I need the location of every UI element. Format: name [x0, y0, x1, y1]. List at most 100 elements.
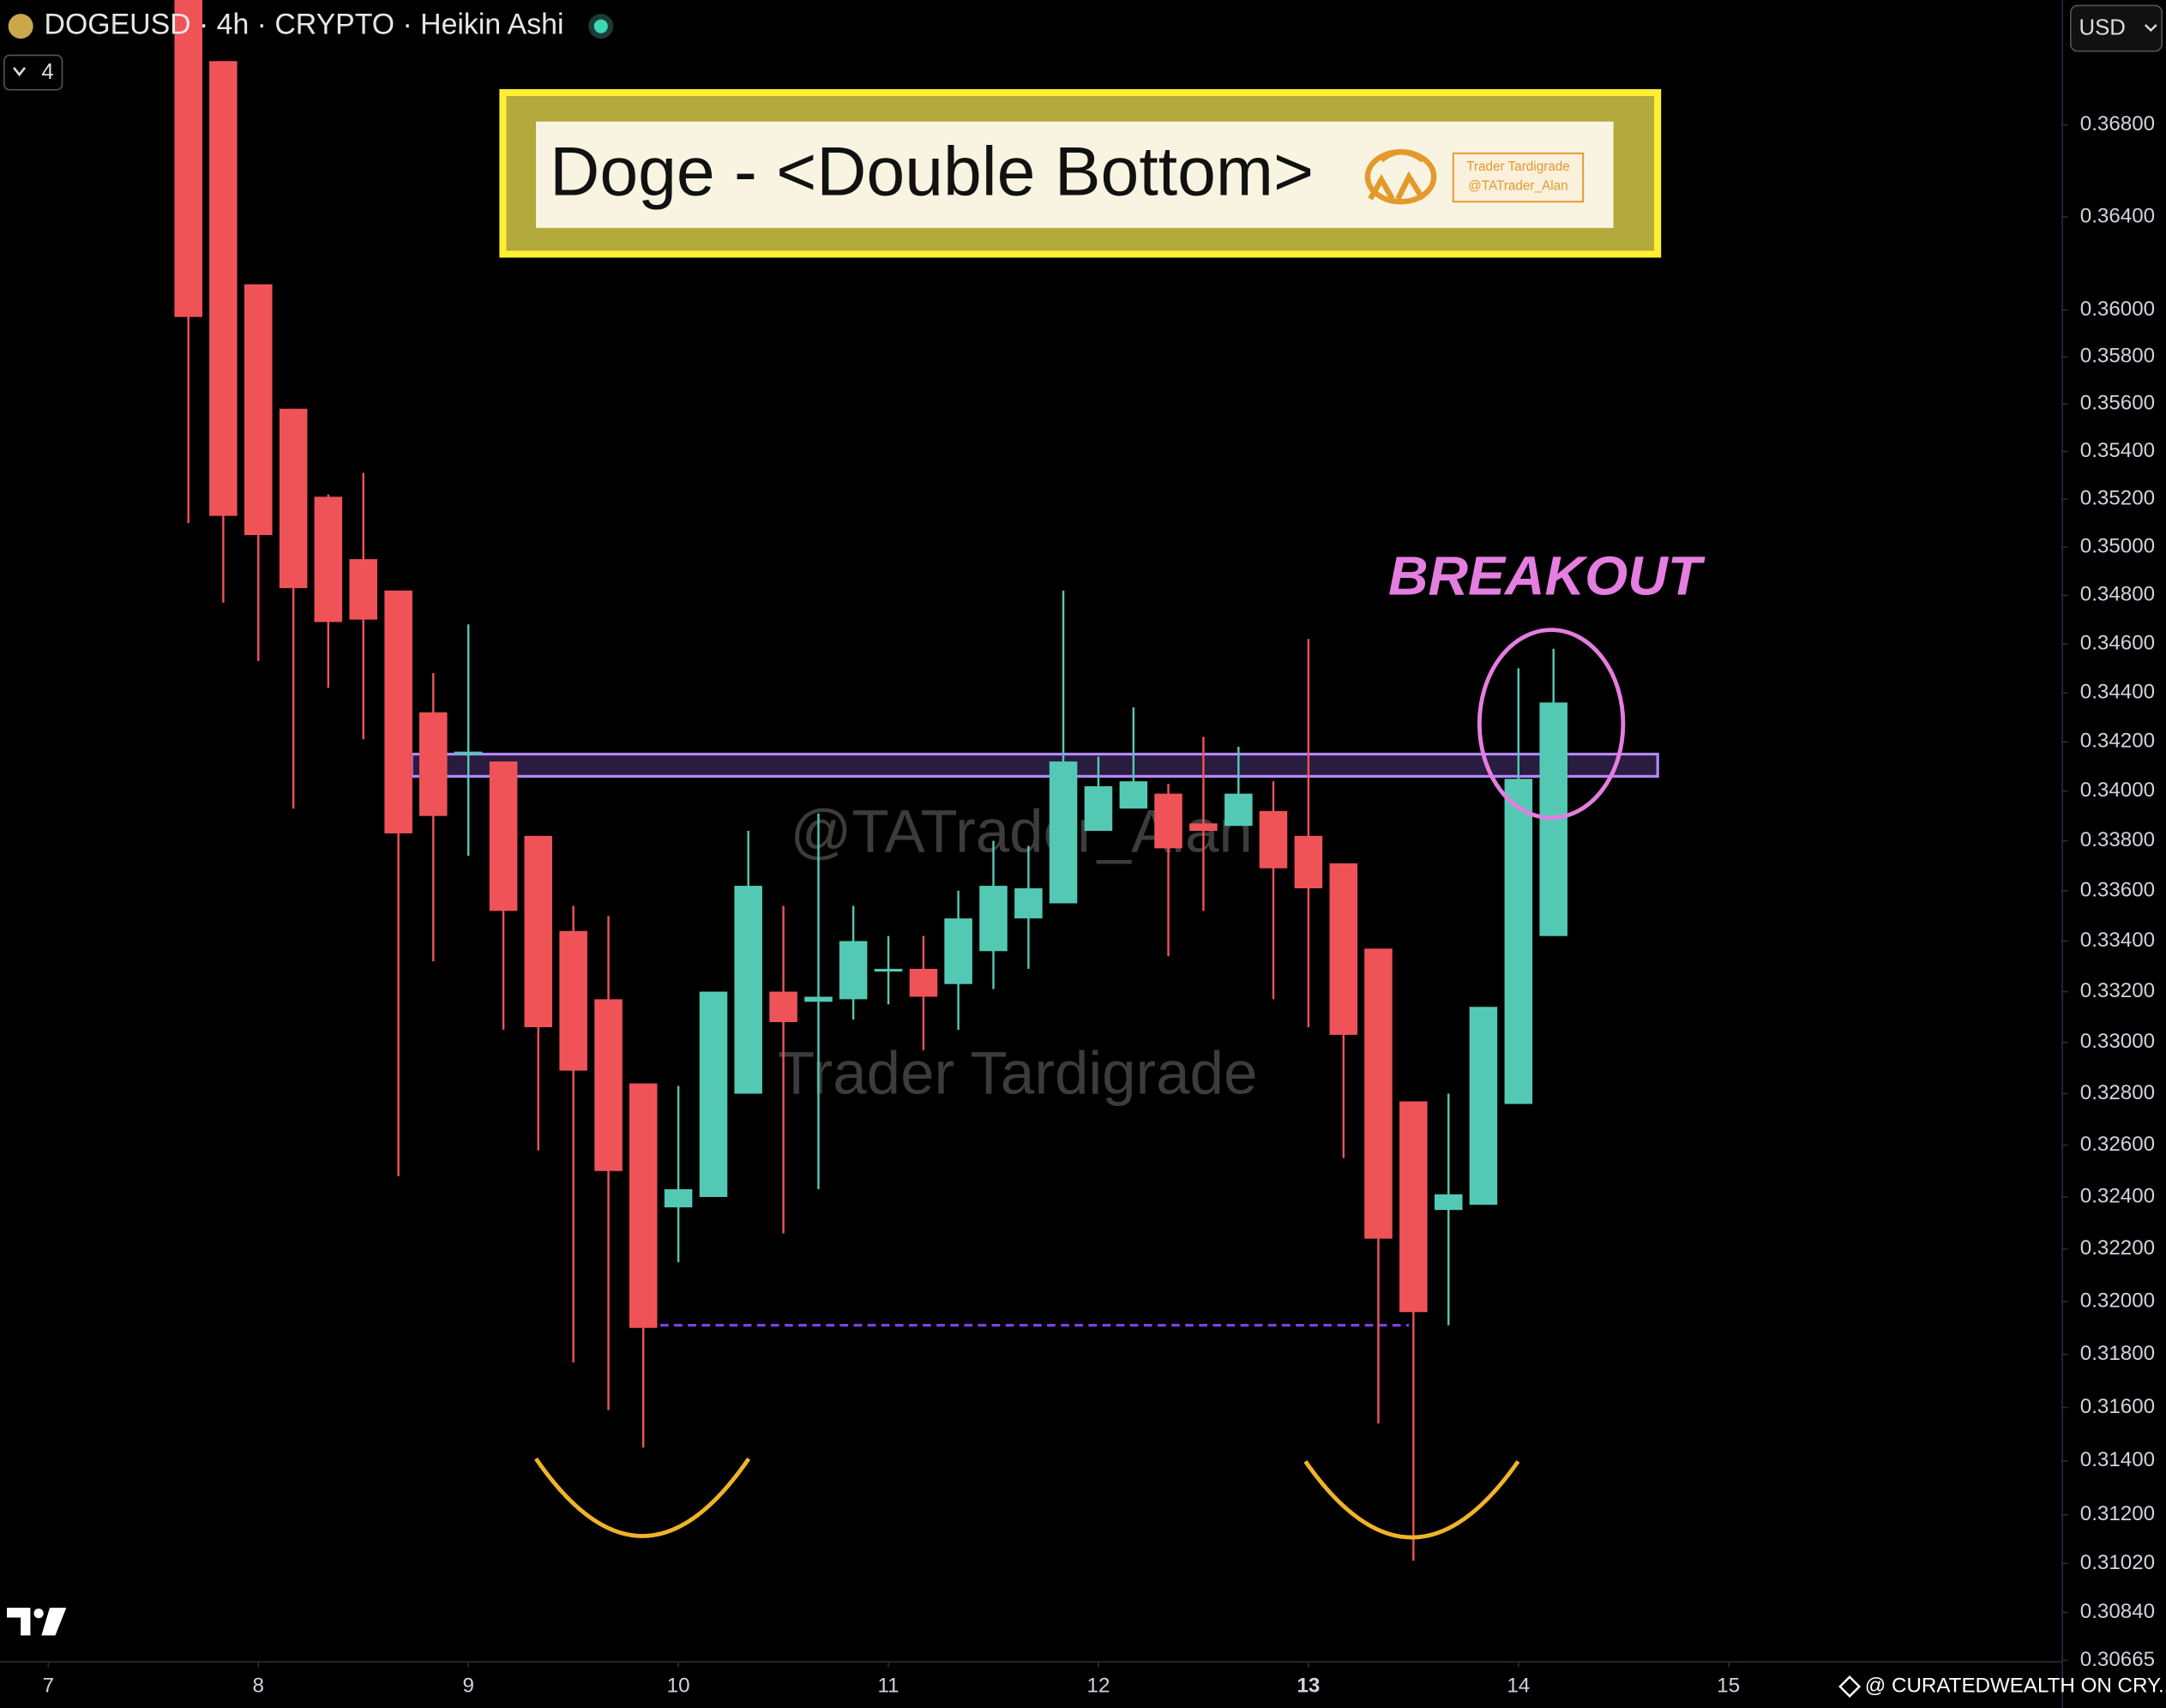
- y-tick-label: 0.35200: [2080, 487, 2155, 510]
- coin-icon: [8, 14, 33, 39]
- candle-body: [944, 918, 972, 984]
- candle-body: [1224, 793, 1253, 827]
- logo-text: @TATrader_Alan: [1468, 179, 1567, 194]
- y-tick-label: 0.32200: [2080, 1236, 2155, 1260]
- tradingview-logo: [7, 1608, 67, 1636]
- x-tick-label: 12: [1087, 1674, 1110, 1697]
- candle-body: [1119, 781, 1148, 809]
- y-tick-label: 0.30665: [2080, 1648, 2155, 1671]
- candle-body: [489, 761, 518, 911]
- candle-body: [1049, 761, 1078, 904]
- watermark: @TATrader_Alan: [790, 797, 1252, 865]
- x-tick-label: 11: [877, 1674, 899, 1697]
- candle-body: [734, 886, 762, 1094]
- tardigrade-logo: [1364, 149, 1437, 205]
- y-tick-label: 0.31020: [2080, 1551, 2155, 1574]
- resistance-zone: [410, 752, 1659, 779]
- y-tick-label: 0.31200: [2080, 1502, 2155, 1525]
- chevron: [2144, 24, 2157, 33]
- candle-body: [1434, 1194, 1463, 1211]
- candle-body: [1189, 823, 1218, 832]
- status-dot: [593, 19, 608, 33]
- breakout-circle: [1477, 628, 1626, 821]
- candle-body: [349, 559, 377, 620]
- y-tick-label: 0.36800: [2080, 112, 2155, 135]
- y-tick-label: 0.32600: [2080, 1133, 2155, 1156]
- y-tick-label: 0.32000: [2080, 1289, 2155, 1312]
- candle-body: [454, 751, 483, 755]
- y-tick-label: 0.35000: [2080, 534, 2155, 557]
- currency-button[interactable]: [2070, 4, 2163, 52]
- symbol-header[interactable]: DOGEUSD · 4h · CRYPTO · Heikin Ashi: [45, 9, 564, 41]
- y-tick-label: 0.36000: [2080, 298, 2155, 321]
- y-tick-label: 0.35600: [2080, 392, 2155, 415]
- chart-title: Doge - <Double Bottom>: [550, 134, 1314, 211]
- y-tick-label: 0.34800: [2080, 583, 2155, 606]
- candle-body: [1364, 948, 1393, 1239]
- candle-body: [244, 284, 273, 536]
- candle-body: [174, 0, 202, 317]
- y-tick-label: 0.30840: [2080, 1600, 2155, 1623]
- y-tick-label: 0.34600: [2080, 631, 2155, 654]
- y-tick-label: 0.33600: [2080, 878, 2155, 901]
- candle-body: [1329, 863, 1358, 1035]
- x-tick-label: 10: [667, 1674, 690, 1697]
- candle-body: [559, 930, 587, 1071]
- candle-body: [804, 996, 833, 1002]
- candle-body: [1504, 779, 1533, 1104]
- y-tick-label: 0.35400: [2080, 439, 2155, 462]
- y-tick-label: 0.33200: [2080, 979, 2155, 1002]
- candle-body: [839, 941, 868, 1000]
- logo-text: Trader Tardigrade: [1466, 159, 1570, 174]
- x-tick-label: 7: [43, 1674, 54, 1697]
- candle-body: [629, 1083, 658, 1328]
- bottom-curve: [534, 1457, 751, 1538]
- y-tick-label: 0.34400: [2080, 680, 2155, 703]
- candle-body: [1154, 793, 1182, 849]
- footer-credit: @ CURATEDWEALTH ON CRY...: [1865, 1674, 2166, 1697]
- candle-body: [419, 712, 448, 816]
- x-tick-label: 15: [1717, 1674, 1740, 1697]
- y-tick-label: 0.34000: [2080, 779, 2155, 802]
- logo-box: [1452, 152, 1585, 203]
- candle-body: [1084, 785, 1113, 832]
- candle-body: [314, 496, 343, 622]
- candle-body: [524, 835, 553, 1028]
- candle-body: [1014, 888, 1043, 919]
- candle-body: [909, 968, 938, 997]
- y-tick-label: 0.31400: [2080, 1448, 2155, 1471]
- credit-icon: [1838, 1675, 1862, 1698]
- candle-body: [384, 590, 412, 833]
- x-tick-label: 8: [253, 1674, 264, 1697]
- candle-body: [769, 991, 797, 1023]
- y-tick-label: 0.33000: [2080, 1030, 2155, 1053]
- x-tick-label: 13: [1297, 1674, 1320, 1697]
- bottom-curve: [1303, 1460, 1520, 1540]
- plot-area: [174, 0, 1659, 1561]
- indicator-badge[interactable]: [3, 54, 63, 91]
- y-tick-label: 0.34200: [2080, 730, 2155, 753]
- y-tick-label: 0.31600: [2080, 1395, 2155, 1418]
- y-tick-label: 0.32400: [2080, 1184, 2155, 1207]
- candle-body: [979, 886, 1008, 952]
- watermark: Trader Tardigrade: [778, 1039, 1257, 1107]
- chevron: [13, 67, 27, 77]
- candle-body: [1259, 810, 1288, 869]
- candle-body: [699, 991, 728, 1198]
- x-tick-label: 9: [462, 1674, 473, 1697]
- candle-body: [279, 408, 308, 588]
- candle-body: [664, 1188, 693, 1208]
- currency-label: USD: [2079, 16, 2126, 40]
- y-tick-label: 0.31800: [2080, 1342, 2155, 1365]
- y-tick-label: 0.33800: [2080, 828, 2155, 851]
- candle-body: [209, 61, 238, 516]
- y-tick-label: 0.35800: [2080, 345, 2155, 368]
- y-tick-label: 0.32800: [2080, 1081, 2155, 1104]
- candle-body: [1399, 1101, 1428, 1313]
- candle-body: [1469, 1007, 1498, 1206]
- x-tick-label: 14: [1507, 1674, 1530, 1697]
- candle-body: [874, 968, 903, 972]
